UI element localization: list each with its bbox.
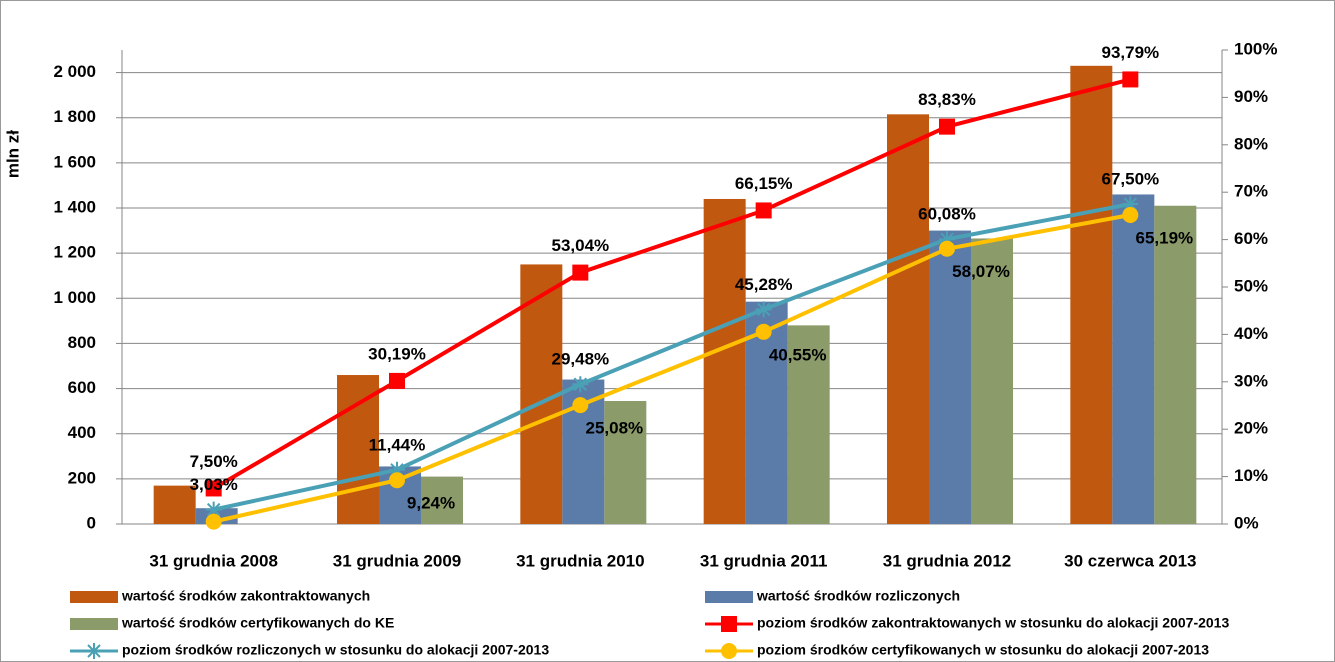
data-label: 66,15% [735, 174, 793, 193]
data-label: 11,44% [369, 435, 426, 454]
x-tick-label: 31 grudnia 2008 [149, 551, 278, 570]
line-marker [939, 231, 955, 248]
line [213, 202, 1131, 512]
line [212, 77, 1131, 491]
line-marker [721, 643, 737, 659]
line-marker [1122, 206, 1139, 223]
data-label: 53,04% [551, 236, 609, 255]
y2-tick-label: 70% [1234, 182, 1268, 201]
y-tick-label: 1 000 [53, 288, 96, 307]
legend-swatch [70, 618, 118, 630]
x-tick-label: 30 czerwca 2013 [1064, 551, 1196, 570]
line-marker [572, 376, 589, 393]
y2-tick-label: 60% [1234, 229, 1268, 248]
data-label: 60,08% [918, 205, 976, 224]
y-tick-label: 600 [68, 378, 96, 397]
line-marker [389, 461, 405, 478]
line-marker [572, 397, 589, 414]
line-marker [755, 323, 772, 340]
data-label: 25,08% [585, 419, 643, 438]
data-label: 29,48% [551, 350, 609, 369]
y2-tick-label: 90% [1234, 87, 1268, 106]
bar [1112, 194, 1155, 524]
data-label: 3,03% [190, 475, 238, 494]
data-label: 93,79% [1101, 43, 1159, 62]
x-tick-label: 31 grudnia 2011 [700, 551, 828, 570]
y2-tick-label: 40% [1234, 324, 1268, 343]
bar [604, 400, 647, 524]
y-tick-label: 1 400 [53, 197, 96, 216]
data-label: 45,28% [735, 275, 793, 294]
line-marker [721, 616, 737, 632]
bar [1154, 205, 1197, 524]
x-tick-label: 31 grudnia 2010 [516, 551, 645, 570]
data-label: 58,07% [952, 262, 1010, 281]
line-marker [205, 480, 222, 497]
line-marker [1122, 71, 1139, 88]
y-tick-label: 2 000 [53, 62, 96, 81]
line-marker [939, 240, 955, 257]
data-label: 40,55% [769, 345, 827, 364]
bar [337, 375, 379, 524]
bar [971, 238, 1013, 524]
y2-tick-label: 0% [1234, 513, 1259, 532]
y2-tick-label: 20% [1234, 419, 1268, 438]
bar [1070, 65, 1113, 525]
data-label: 83,83% [918, 90, 976, 109]
line [213, 213, 1131, 524]
y2-tick-label: 30% [1234, 371, 1268, 390]
x-tick-label: 31 grudnia 2009 [333, 551, 462, 570]
data-label: 30,19% [368, 344, 426, 363]
y-tick-label: 1 800 [53, 107, 96, 126]
line-marker [389, 372, 405, 389]
legend-swatch [70, 591, 118, 603]
legend-label: poziom środków certyfikowanych w stosunk… [757, 642, 1209, 658]
line-marker [755, 202, 772, 219]
x-tick-label: 31 grudnia 2012 [883, 551, 1012, 570]
bar [703, 198, 746, 524]
legend-label: wartość środków rozliczonych [756, 588, 960, 604]
y-tick-label: 1 200 [53, 243, 96, 262]
line-marker [1122, 196, 1139, 213]
line-marker [205, 501, 222, 518]
y-tick-label: 1 600 [53, 152, 96, 171]
line-marker [86, 643, 102, 659]
y-tick-label: 0 [87, 513, 96, 532]
line-marker [389, 472, 405, 489]
legend-label: poziom środków zakontraktowanych w stosu… [757, 615, 1229, 631]
line-marker [572, 264, 589, 281]
data-label: 7,50% [190, 452, 238, 471]
legend-swatch [705, 591, 753, 603]
y-tick-label: 800 [68, 333, 96, 352]
bar [421, 476, 463, 524]
y2-tick-label: 100% [1234, 39, 1277, 58]
data-label: 65,19% [1135, 228, 1193, 247]
line-marker [939, 118, 955, 135]
y2-tick-label: 10% [1234, 466, 1268, 485]
bar [887, 114, 929, 524]
line-marker [205, 513, 222, 530]
y-tick-label: 400 [68, 423, 96, 442]
y2-tick-label: 80% [1234, 134, 1268, 153]
line-marker [755, 301, 772, 318]
y-axis-label: mln zł [3, 130, 22, 178]
y-tick-label: 200 [68, 468, 96, 487]
data-label: 67,50% [1101, 170, 1159, 189]
data-label: 9,24% [407, 494, 455, 513]
legend-label: poziom środków rozliczonych w stosunku d… [122, 642, 549, 658]
bar [787, 325, 830, 524]
bar [153, 485, 196, 524]
legend-label: wartość środków certyfikowanych do KE [121, 615, 394, 631]
y2-tick-label: 50% [1234, 276, 1268, 295]
bar [929, 230, 971, 525]
legend-label: wartość środków zakontraktowanych [121, 588, 370, 604]
